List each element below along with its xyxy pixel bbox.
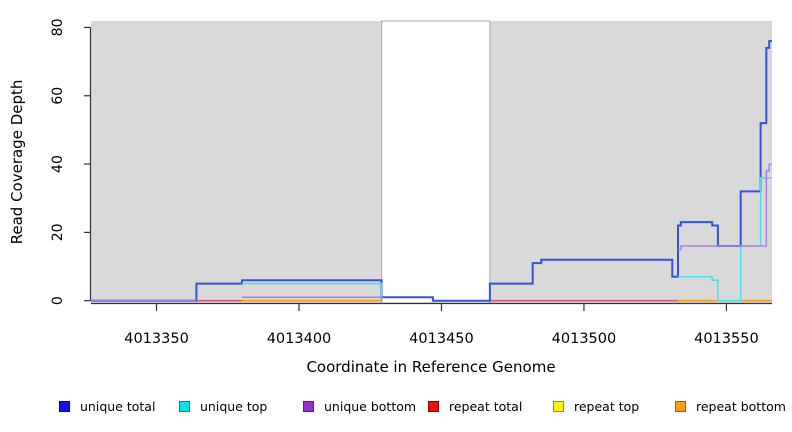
y-tick-label: 0: [50, 296, 66, 305]
legend-item-repeat-bottom: repeat bottom: [675, 399, 786, 414]
x-tick-label: 4013350: [124, 331, 189, 347]
coverage-gap-band: [381, 20, 491, 304]
repeat-top-swatch-icon: [553, 401, 564, 412]
y-axis-title: Read Coverage Depth: [8, 80, 26, 245]
legend-item-unique-bottom: unique bottom: [303, 399, 416, 414]
repeat-bottom-swatch-icon: [675, 401, 686, 412]
series-path-unique-top: [678, 176, 772, 302]
y-tick-label: 40: [50, 155, 66, 173]
legend-label: unique total: [80, 399, 156, 414]
unique-bottom-swatch-icon: [303, 401, 314, 412]
x-tick-label: 4013400: [267, 331, 332, 347]
x-tick-label: 4013550: [694, 331, 759, 347]
legend-label: repeat bottom: [696, 399, 786, 414]
legend-label: repeat top: [574, 399, 640, 414]
legend-item-unique-top: unique top: [179, 399, 267, 414]
repeat-total-swatch-icon: [428, 401, 439, 412]
x-axis-title: Coordinate in Reference Genome: [306, 358, 555, 376]
legend-label: unique top: [200, 399, 268, 414]
legend-label: repeat total: [449, 399, 523, 414]
series-path-unique-top: [242, 282, 383, 301]
unique-total-swatch-icon: [59, 401, 70, 412]
y-tick-label: 20: [50, 223, 66, 241]
coverage-chart: 0 20 40 60 80 4013350 4013400 4013450 4013500 401…: [8, 19, 772, 376]
y-tick-label: 60: [50, 87, 66, 105]
unique-top-swatch-icon: [179, 401, 190, 412]
series-path-unique-bottom: [242, 296, 383, 301]
legend-item-unique-total: unique total: [59, 399, 155, 414]
y-tick-label: 80: [50, 19, 66, 37]
legend: unique total unique top unique bottom re…: [0, 399, 792, 421]
legend-item-repeat-top: repeat top: [553, 399, 639, 414]
series-path-unique-bottom: [678, 163, 772, 251]
x-tick-label: 4013500: [552, 331, 617, 347]
x-tick-label: 4013450: [409, 331, 474, 347]
legend-item-repeat-total: repeat total: [428, 399, 522, 414]
legend-label: unique bottom: [324, 399, 417, 414]
